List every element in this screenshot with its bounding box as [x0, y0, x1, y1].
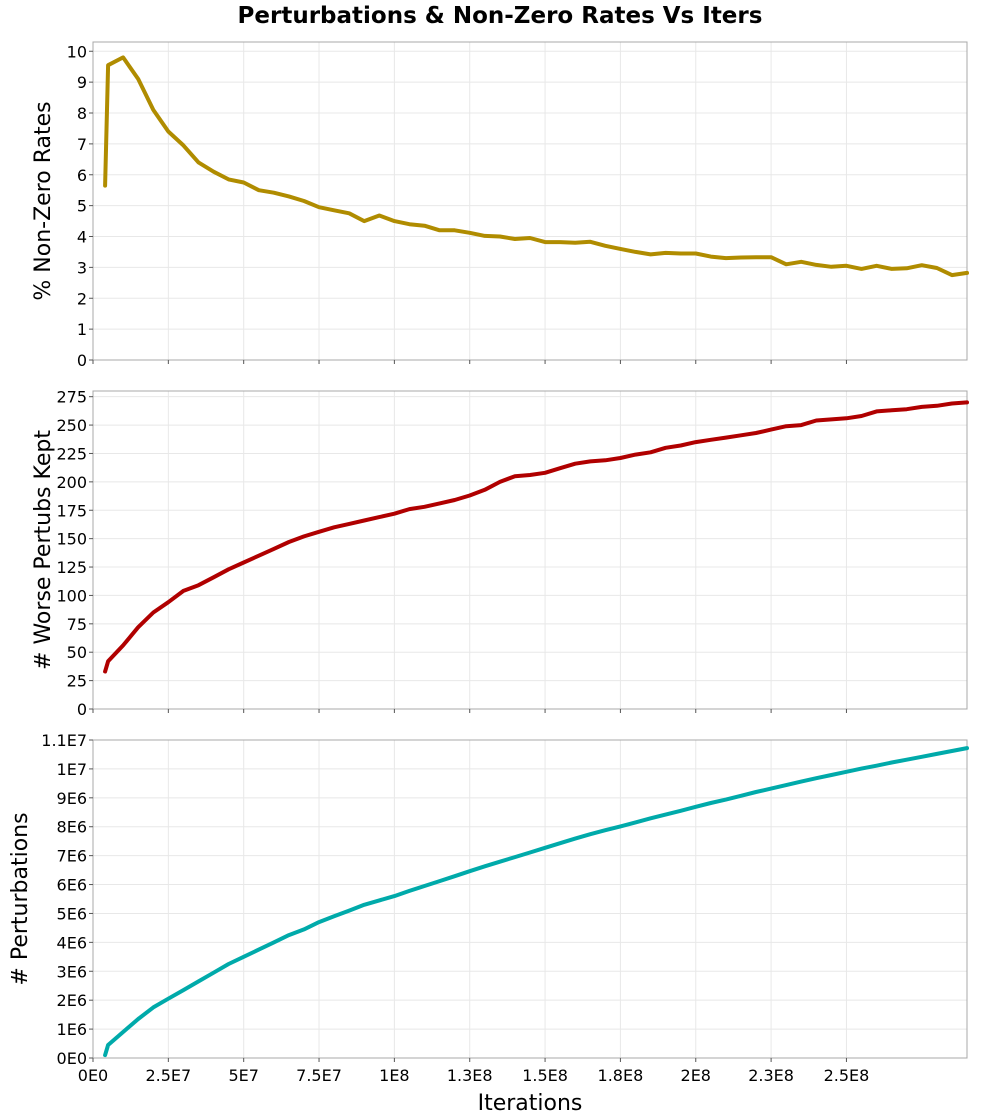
x-tick-label-6: 1.3E8: [447, 1066, 493, 1085]
y-tick-label-1: 0: [77, 700, 87, 719]
y-tick-label-2: 1: [77, 320, 87, 339]
y-tick-label-11: 10: [67, 42, 87, 61]
x-tick-label-7: 1.5E8: [522, 1066, 568, 1085]
y-tick-label-7: 6E6: [57, 876, 87, 895]
y-axis-label: # Worse Pertubs Kept: [31, 430, 56, 670]
y-tick-label-9: 8E6: [57, 818, 87, 837]
x-tick-label-3: 5E7: [228, 1066, 258, 1085]
series-line: [103, 746, 969, 1058]
y-tick-label-1: 0: [77, 351, 87, 370]
series-line: [103, 400, 969, 674]
y-tick-label-1: 0E0: [57, 1049, 87, 1068]
y-tick-label-12: 1.1E7: [41, 731, 87, 750]
x-tick-label-5: 1E8: [379, 1066, 409, 1085]
y-tick-label-3: 2: [77, 289, 87, 308]
y-axis-label: # Perturbations: [8, 812, 33, 985]
plot-frame: [92, 41, 968, 361]
y-tick-label-4: 3E6: [57, 962, 87, 981]
y-tick-label-11: 1E7: [57, 760, 87, 779]
y-tick-label-3: 50: [67, 643, 87, 662]
plot-frame: [92, 739, 968, 1059]
y-tick-label-3: 2E6: [57, 991, 87, 1010]
y-tick-label-10: 9: [77, 73, 87, 92]
x-axis-label: Iterations: [478, 1091, 583, 1116]
panel-3: 0E0 1E6 2E6 3E6 4E6 5E6 6E6 7E6 8E6 9E6 1E7 1.1E7 # …: [8, 731, 969, 1085]
x-tick-label-11: 2.5E8: [824, 1066, 870, 1085]
plot-frame: [92, 390, 968, 710]
y-axis-label: % Non-Zero Rates: [31, 101, 56, 300]
y-tick-label-4: 3: [77, 258, 87, 277]
y-tick-label-8: 175: [56, 501, 87, 520]
x-tick-label-9: 2E8: [681, 1066, 711, 1085]
y-tick-label-2: 1E6: [57, 1020, 87, 1039]
y-tick-label-6: 5: [77, 197, 87, 216]
panel-1: 0 1 2 3 4 5 6 7 8 9 10 % Non-Zero Rates: [31, 41, 969, 370]
y-tick-label-10: 9E6: [57, 789, 87, 808]
y-tick-label-9: 8: [77, 104, 87, 123]
x-tick-label-10: 2.3E8: [748, 1066, 794, 1085]
x-tick-label-1: 0E0: [78, 1066, 108, 1085]
x-tick-label-8: 1.8E8: [598, 1066, 644, 1085]
y-tick-label-8: 7: [77, 135, 87, 154]
x-tick-label-2: 2.5E7: [145, 1066, 191, 1085]
y-tick-label-7: 6: [77, 166, 87, 185]
y-tick-label-7: 150: [56, 530, 87, 549]
y-tick-label-11: 250: [56, 416, 87, 435]
panel-2: 0 25 50 75 100 125 150 175 200 225 250 275 # Worse P…: [31, 388, 969, 719]
series-line: [103, 55, 969, 278]
y-tick-label-5: 4: [77, 228, 87, 247]
y-tick-label-2: 25: [67, 672, 87, 691]
x-tick-label-4: 7.5E7: [296, 1066, 342, 1085]
y-tick-label-6: 5E6: [57, 904, 87, 923]
y-tick-label-4: 75: [67, 615, 87, 634]
y-tick-label-8: 7E6: [57, 847, 87, 866]
y-tick-label-5: 4E6: [57, 933, 87, 952]
y-tick-label-5: 100: [56, 586, 87, 605]
chart-title: Perturbations & Non-Zero Rates Vs Iters: [238, 3, 763, 29]
y-tick-label-9: 200: [56, 473, 87, 492]
y-tick-label-6: 125: [56, 558, 87, 577]
y-tick-label-10: 225: [56, 444, 87, 463]
y-tick-label-12: 275: [56, 388, 87, 407]
